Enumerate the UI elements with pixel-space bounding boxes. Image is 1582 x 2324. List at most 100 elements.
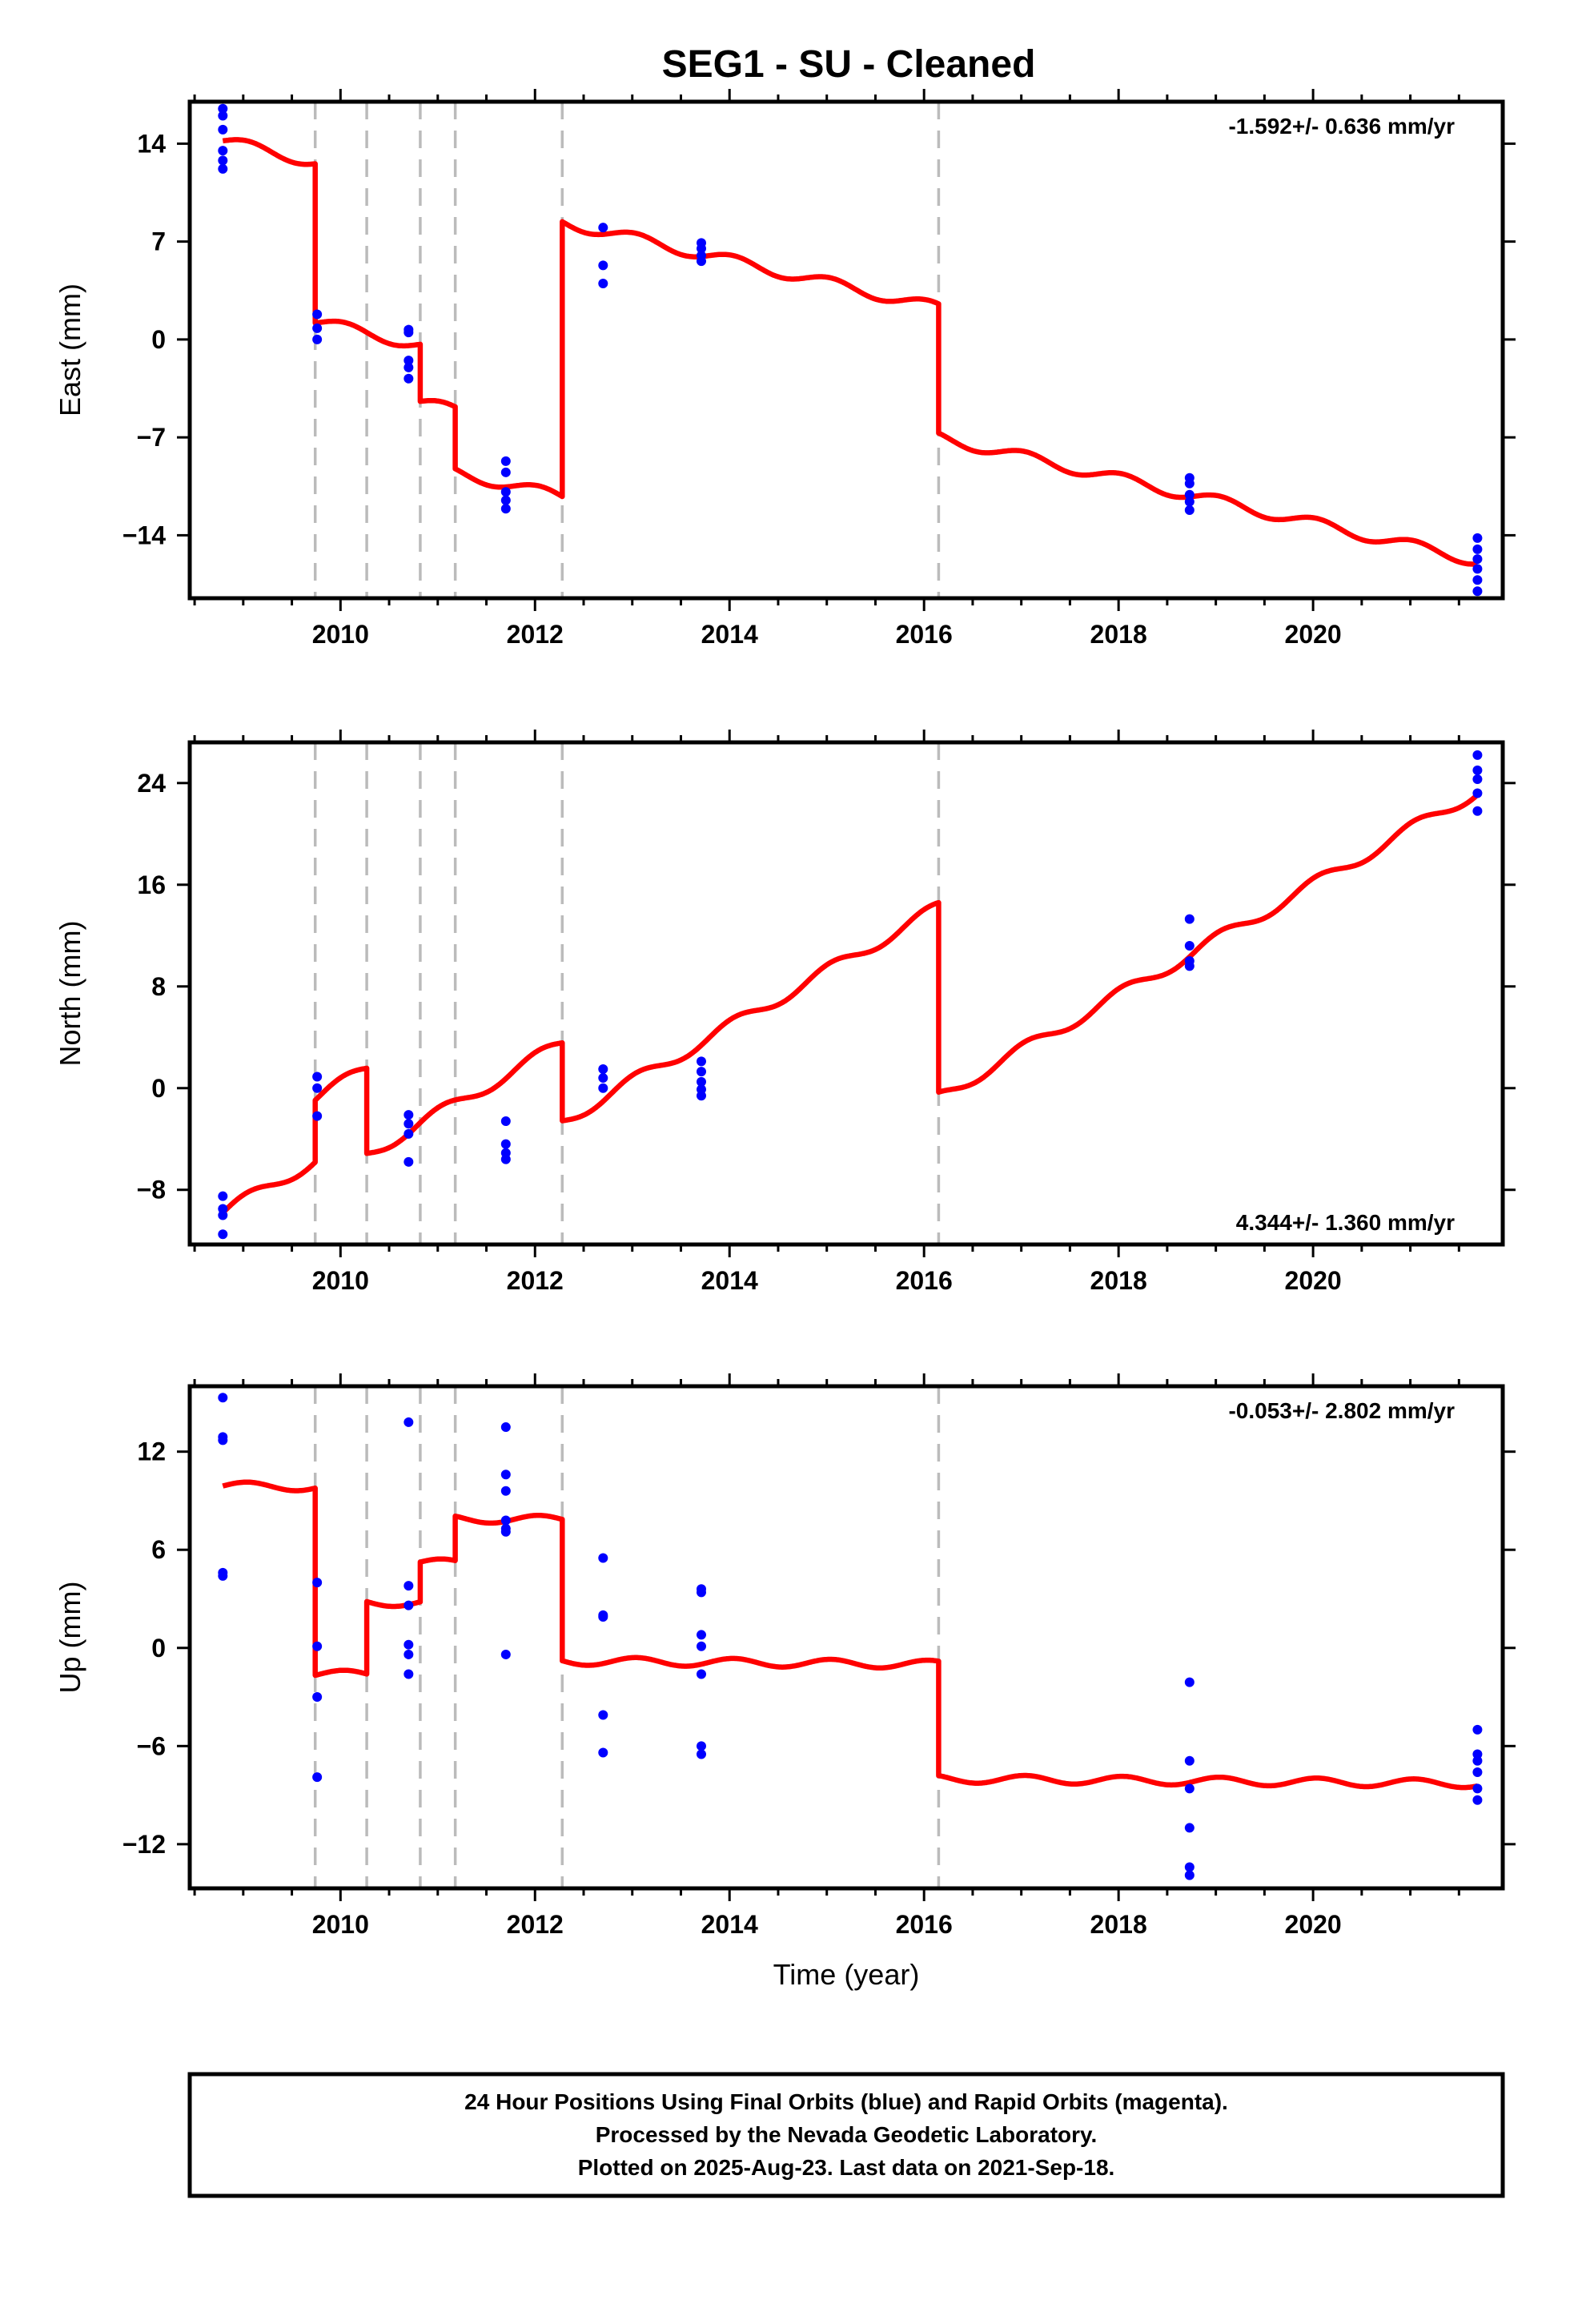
north-observation-point [404, 1156, 414, 1167]
north-x-tick-label: 2010 [312, 1266, 369, 1295]
east-observation-point [696, 256, 706, 267]
up-observation-point [696, 1669, 706, 1679]
east-observation-point [500, 504, 511, 514]
north-observation-point [312, 1072, 323, 1082]
east-x-tick-label: 2010 [312, 620, 369, 649]
east-observation-point [218, 103, 228, 114]
north-y-tick-label: −8 [137, 1176, 166, 1204]
east-x-tick-label: 2016 [896, 620, 953, 649]
east-observation-point [218, 146, 228, 156]
up-observation-point [500, 1649, 511, 1659]
east-observation-point [696, 243, 706, 254]
up-observation-point [598, 1710, 608, 1720]
north-observation-point [218, 1229, 228, 1240]
up-observation-point [312, 1772, 323, 1783]
east-y-axis-label: East (mm) [54, 283, 86, 416]
north-observation-point [218, 1191, 228, 1201]
up-plot-area [218, 1386, 1483, 1888]
up-observation-point [598, 1747, 608, 1758]
up-observation-point [1184, 1870, 1195, 1880]
north-observation-point [696, 1056, 706, 1067]
north-observation-point [500, 1139, 511, 1149]
up-observation-point [1184, 1783, 1195, 1794]
north-observation-point [1472, 774, 1483, 785]
north-x-tick-label: 2012 [507, 1266, 564, 1295]
up-observation-point [1184, 1755, 1195, 1766]
east-observation-point [1472, 554, 1483, 565]
north-y-tick-label: 16 [137, 870, 166, 899]
north-x-tick-label: 2020 [1285, 1266, 1342, 1295]
east-frame [187, 99, 1505, 601]
east-x-tick-label: 2012 [507, 620, 564, 649]
footer-line-1: 24 Hour Positions Using Final Orbits (bl… [464, 2089, 1228, 2114]
up-observation-point [1184, 1862, 1195, 1872]
up-observation-point [696, 1641, 706, 1651]
north-observation-point [598, 1063, 608, 1074]
north-observation-point [598, 1083, 608, 1093]
up-observation-point [500, 1486, 511, 1496]
up-y-axis-label: Up (mm) [54, 1582, 86, 1694]
north-observation-point [312, 1083, 323, 1093]
up-observation-point [1472, 1795, 1483, 1805]
north-y-tick-label: 8 [151, 972, 166, 1001]
north-rate-text: 4.344+/- 1.360 mm/yr [1236, 1210, 1455, 1235]
up-observation-point [218, 1435, 228, 1445]
up-observation-point [404, 1669, 414, 1679]
up-observation-point [500, 1470, 511, 1480]
east-rate-text: -1.592+/- 0.636 mm/yr [1228, 114, 1455, 139]
east-observation-point [598, 223, 608, 233]
up-panel: 2010 2012 2014 2016 2018 2020 12 6 0 −6 −12 Up (mm)… [54, 1373, 1516, 1991]
north-observation-point [218, 1210, 228, 1220]
east-observation-point [404, 373, 414, 384]
up-model-line [221, 1479, 1480, 1791]
north-observation-point [696, 1091, 706, 1101]
north-observation-point [696, 1067, 706, 1077]
east-observation-point [218, 111, 228, 121]
east-observation-point [218, 124, 228, 135]
north-observation-point [1184, 940, 1195, 951]
north-observation-point [404, 1119, 414, 1129]
up-observation-point [696, 1587, 706, 1598]
east-observation-point [1184, 505, 1195, 515]
east-observation-point [1184, 478, 1195, 489]
up-observation-point [404, 1639, 414, 1650]
north-observation-point [312, 1111, 323, 1121]
east-x-tick-label: 2020 [1285, 620, 1342, 649]
east-observation-point [312, 323, 323, 333]
north-observation-point [696, 1076, 706, 1087]
up-observation-point [500, 1422, 511, 1433]
up-observation-point [312, 1641, 323, 1651]
up-observation-point [312, 1578, 323, 1588]
east-observation-point [500, 456, 511, 466]
up-observation-point [1184, 1823, 1195, 1833]
up-observation-point [598, 1553, 608, 1563]
up-observation-point [696, 1741, 706, 1751]
north-observation-point [1472, 788, 1483, 798]
up-observation-point [598, 1611, 608, 1622]
up-rate-text: -0.053+/- 2.802 mm/yr [1228, 1398, 1455, 1423]
east-observation-point [598, 279, 608, 289]
east-observation-point [500, 467, 511, 477]
up-observation-point [404, 1417, 414, 1427]
north-y-axis-label: North (mm) [54, 921, 86, 1067]
east-y-tick-label: −7 [137, 423, 166, 452]
north-observation-point [1184, 914, 1195, 924]
north-observation-point [1472, 765, 1483, 775]
up-observation-point [404, 1581, 414, 1591]
up-y-tick-label: 12 [137, 1437, 166, 1466]
up-observation-point [1472, 1724, 1483, 1735]
chart-title: SEG1 - SU - Cleaned [662, 43, 1036, 86]
up-y-tick-label: −12 [122, 1830, 166, 1859]
east-observation-point [1184, 497, 1195, 507]
north-x-tick-label: 2016 [896, 1266, 953, 1295]
east-observation-point [500, 495, 511, 505]
east-plot-area [218, 102, 1483, 598]
up-observation-point [1472, 1783, 1483, 1794]
east-observation-point [1472, 564, 1483, 574]
up-y-tick-label: 6 [151, 1535, 166, 1564]
east-observation-point [404, 356, 414, 366]
east-observation-point [404, 362, 414, 372]
up-x-tick-label: 2020 [1285, 1910, 1342, 1939]
east-observation-point [312, 334, 323, 344]
